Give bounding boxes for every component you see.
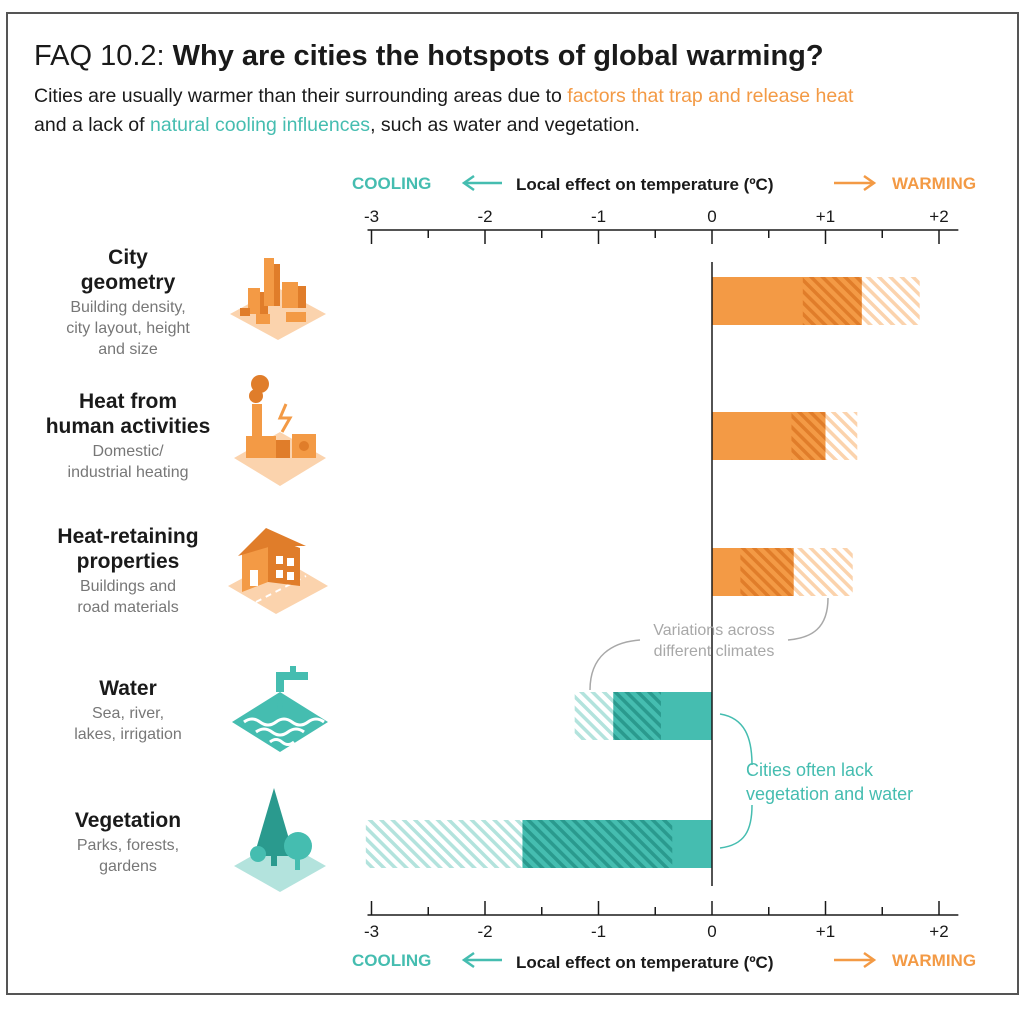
- title-prefix: FAQ 10.2:: [34, 40, 165, 72]
- top-tick-label: 0: [707, 207, 716, 226]
- category-desc-line: and size: [98, 341, 158, 358]
- top-axis-title: Local effect on temperature (ºC): [516, 175, 773, 194]
- variations-annotation-line: Variations across: [653, 622, 775, 639]
- category-desc-line: industrial heating: [67, 464, 189, 481]
- category-desc-line: Building density,: [70, 299, 186, 316]
- category-name-line: City: [108, 246, 148, 269]
- bar-water-solid: [660, 692, 712, 740]
- water-tap-icon: [232, 666, 328, 752]
- bar-vegetation-solid: [672, 820, 712, 868]
- category-name-line: Heat from: [78, 390, 178, 413]
- lack-connector-top: [719, 713, 753, 766]
- category-desc-line: city layout, height: [66, 320, 190, 337]
- city-buildings-icon: [230, 258, 326, 340]
- category-name-line: human activities: [45, 415, 211, 438]
- bar-heat-retaining-solid: [712, 548, 741, 596]
- top-cooling-label: COOLING: [352, 174, 431, 193]
- top-tick-label: -3: [364, 207, 379, 226]
- category-label-city-geometry: City geometry Building density, city layou…: [28, 245, 228, 360]
- category-name-line: Water: [99, 677, 157, 700]
- subtitle-part1: Cities are usually warmer than their sur…: [34, 85, 568, 107]
- category-label-vegetation: Vegetation Parks, forests, gardens: [28, 808, 228, 877]
- top-tick-label: -2: [477, 207, 492, 226]
- top-tick-label: +1: [816, 207, 835, 226]
- category-name-line: Heat-retaining: [57, 525, 199, 548]
- top-tick-label: -1: [591, 207, 606, 226]
- category-desc-line: road materials: [77, 599, 179, 616]
- category-name-line: properties: [76, 550, 180, 573]
- bottom-tick-label: -3: [364, 922, 379, 941]
- category-label-human-heat: Heat from human activities Domestic/indus…: [28, 389, 228, 483]
- top-tick-label: +2: [929, 207, 948, 226]
- bottom-axis-title: Local effect on temperature (ºC): [516, 953, 773, 972]
- variations-connector-left: [589, 639, 641, 691]
- subtitle-part3: , such as water and vegetation.: [370, 114, 640, 136]
- category-desc-line: Sea, river,: [91, 705, 165, 722]
- page-title: FAQ 10.2: Why are cities the hotspots of…: [34, 40, 824, 73]
- variations-connector-right: [787, 597, 829, 641]
- factory-heat-icon: [234, 375, 326, 486]
- top-warming-label: WARMING: [892, 174, 976, 193]
- bar-human-heat-solid: [712, 412, 792, 460]
- bar-city-geometry-solid: [712, 277, 803, 325]
- category-label-water: Water Sea, river, lakes, irrigation: [28, 676, 228, 745]
- title-main: Why are cities the hotspots of global wa…: [172, 40, 824, 72]
- bottom-tick-label: -1: [591, 922, 606, 941]
- lack-connector-bottom: [719, 804, 753, 849]
- bottom-tick-label: -2: [477, 922, 492, 941]
- trees-icon: [234, 788, 326, 892]
- category-name-line: geometry: [80, 271, 176, 294]
- category-label-heat-retaining: Heat-retaining properties Buildings and ro…: [28, 524, 228, 618]
- category-desc-line: Parks, forests,: [76, 837, 180, 854]
- top-cooling-arrow: [461, 174, 502, 192]
- category-desc-line: gardens: [99, 858, 157, 875]
- house-road-icon: [228, 528, 328, 614]
- lack-annotation-line: vegetation and water: [746, 784, 913, 804]
- category-desc-line: Buildings and: [79, 578, 177, 595]
- bottom-cooling-label: COOLING: [352, 951, 431, 970]
- top-warming-arrow: [834, 174, 877, 192]
- bottom-tick-label: +2: [929, 922, 948, 941]
- bottom-cooling-arrow: [461, 951, 502, 969]
- subtitle: Cities are usually warmer than their sur…: [34, 82, 994, 140]
- bars: [365, 277, 920, 868]
- lack-annotation-line: Cities often lack: [746, 760, 874, 780]
- bottom-axis: -3 -2 -1 0 +1 +2: [364, 901, 959, 941]
- category-desc-line: Domestic/: [92, 443, 164, 460]
- subtitle-part2: and a lack of: [34, 114, 150, 136]
- bottom-tick-label: 0: [707, 922, 716, 941]
- subtitle-highlight-cooling: natural cooling influences: [150, 114, 371, 136]
- subtitle-highlight-heat: factors that trap and release heat: [567, 85, 854, 107]
- bottom-warming-label: WARMING: [892, 951, 976, 970]
- category-name-line: Vegetation: [74, 809, 182, 832]
- variations-annotation-line: different climates: [654, 643, 775, 660]
- bottom-tick-label: +1: [816, 922, 835, 941]
- bottom-warming-arrow: [834, 951, 877, 969]
- top-axis: -3 -2 -1 0 +1 +2: [364, 207, 959, 244]
- category-desc-line: lakes, irrigation: [74, 726, 182, 743]
